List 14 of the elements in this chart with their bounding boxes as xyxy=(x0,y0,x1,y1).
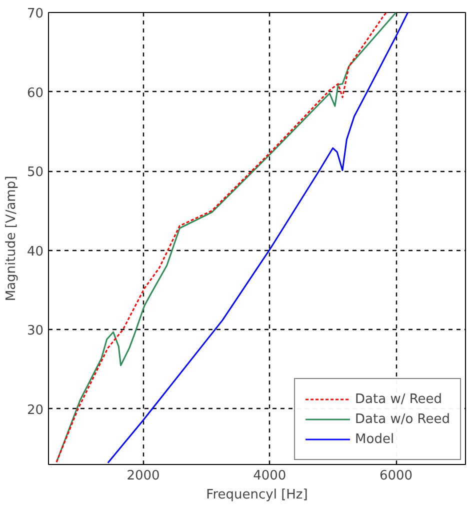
legend-label: Data w/ Reed xyxy=(355,392,442,406)
legend-label: Data w/o Reed xyxy=(355,412,450,426)
x-axis-title: Frequencyl [Hz] xyxy=(206,488,308,502)
y-axis-title: Magnitude [V/amp] xyxy=(4,176,19,302)
x-tick-label: 6000 xyxy=(379,468,413,484)
y-tick-label: 70 xyxy=(26,6,44,22)
y-tick-label: 20 xyxy=(26,402,44,418)
y-tick-label: 60 xyxy=(26,86,44,101)
x-tick-label: 2000 xyxy=(126,468,160,484)
legend-label: Model xyxy=(355,432,394,446)
y-tick-label: 50 xyxy=(26,165,44,180)
y-tick-label: 30 xyxy=(26,324,44,339)
y-tick-label: 40 xyxy=(26,244,44,260)
x-tick-label: 4000 xyxy=(253,468,286,484)
